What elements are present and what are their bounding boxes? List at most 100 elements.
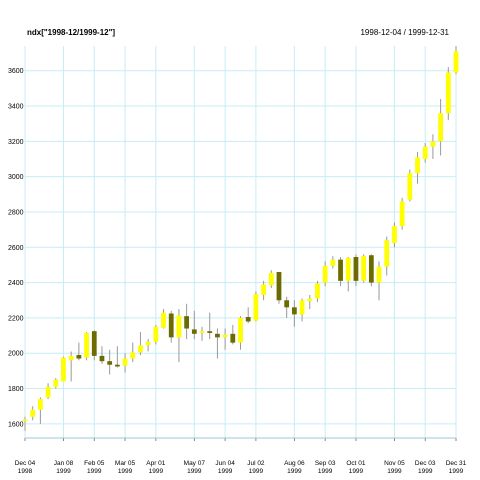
chart-title: ndx["1998-12/1999-12"] xyxy=(27,28,115,37)
candle-body xyxy=(438,113,443,142)
y-tick-label: 2200 xyxy=(8,315,24,322)
candle-body xyxy=(99,355,105,362)
candle-body xyxy=(122,358,128,366)
candle-body xyxy=(53,379,59,387)
x-tick-label: May 07 xyxy=(184,460,206,467)
candle-body xyxy=(322,265,328,283)
candle-body xyxy=(38,399,43,410)
x-tick-label: Feb 05 xyxy=(84,460,105,467)
x-tick-label: Jan 08 xyxy=(54,460,74,467)
candle-body xyxy=(45,386,51,398)
candle-body xyxy=(84,332,89,358)
candle-body xyxy=(338,259,343,281)
candle-body xyxy=(145,341,151,346)
candle-body xyxy=(361,256,367,281)
y-tick-label: 3400 xyxy=(8,104,24,111)
y-tick-label: 1800 xyxy=(8,386,24,393)
candle-body xyxy=(299,300,305,315)
x-tick-year-label: 1999 xyxy=(387,468,402,475)
candle-body xyxy=(407,173,413,200)
x-tick-label: Apr 01 xyxy=(146,460,166,467)
candle-body xyxy=(61,357,66,382)
axes: 1600 1800 2000 2200 2400 2600 2800 3000 3200 3400… xyxy=(8,68,467,475)
x-tick-year-label: 1999 xyxy=(249,468,264,475)
candle-body xyxy=(261,284,266,295)
candle-body xyxy=(138,345,143,353)
candle-body xyxy=(107,361,113,365)
candle-body xyxy=(430,141,436,147)
x-tick-year-label: 1999 xyxy=(87,468,102,475)
candle-body xyxy=(68,355,74,361)
x-tick-label: Dec 03 xyxy=(415,460,436,467)
y-tick-label: 2800 xyxy=(8,209,24,216)
candle-body xyxy=(445,72,451,114)
candle-body xyxy=(76,355,82,359)
y-tick-label: 3600 xyxy=(8,68,24,75)
x-tick-year-label: 1999 xyxy=(349,468,364,475)
x-tick-year-label: 1999 xyxy=(187,468,202,475)
x-tick-year-label: 1998 xyxy=(18,468,33,475)
candle-body xyxy=(114,364,120,367)
candle-body xyxy=(368,255,374,283)
candle-body xyxy=(168,313,174,338)
candle-body xyxy=(291,307,297,315)
candle-body xyxy=(153,326,159,342)
candle-body xyxy=(276,272,282,301)
candle-body xyxy=(453,51,459,73)
candle-body xyxy=(130,352,136,359)
x-tick-label: Aug 06 xyxy=(284,460,305,467)
candle-body xyxy=(184,316,190,329)
x-tick-year-label: 1999 xyxy=(287,468,302,475)
candle-body xyxy=(415,157,420,174)
candle-body xyxy=(222,334,228,338)
candle-body xyxy=(353,257,359,281)
candle-body xyxy=(30,409,36,417)
x-tick-label: Dec 04 xyxy=(15,460,36,467)
x-tick-year-label: 1999 xyxy=(56,468,71,475)
y-tick-label: 1600 xyxy=(8,421,24,428)
candle-body xyxy=(253,294,259,321)
candles xyxy=(22,46,459,431)
candle-body xyxy=(315,283,320,299)
candle-body xyxy=(399,201,405,227)
x-tick-year-label: 1999 xyxy=(149,468,164,475)
candle-body xyxy=(176,315,182,338)
candle-body xyxy=(207,331,213,333)
x-tick-label: Sep 03 xyxy=(315,460,336,467)
candle-body xyxy=(422,146,428,160)
x-tick-year-label: 1999 xyxy=(418,468,433,475)
candle-body xyxy=(238,317,243,343)
candle-body xyxy=(22,419,28,422)
x-tick-label: Nov 05 xyxy=(384,460,405,467)
candle-body xyxy=(245,317,251,322)
candle-body xyxy=(191,329,197,334)
candle-body xyxy=(284,300,290,308)
candle-body xyxy=(91,331,97,356)
candle-body xyxy=(230,333,236,343)
candle-body xyxy=(199,331,205,333)
candle-body xyxy=(268,272,274,286)
y-tick-label: 3200 xyxy=(8,139,24,146)
x-tick-label: Dec 31 xyxy=(446,460,467,467)
y-tick-label: 2000 xyxy=(8,351,24,358)
x-tick-label: Jun 04 xyxy=(215,460,235,467)
x-tick-year-label: 1999 xyxy=(218,468,233,475)
candle-body xyxy=(215,333,220,338)
x-tick-label: Oct 01 xyxy=(346,460,366,467)
x-tick-label: Jul 02 xyxy=(247,460,265,467)
candle-body xyxy=(392,226,397,243)
x-tick-year-label: 1999 xyxy=(118,468,133,475)
candle-body xyxy=(345,257,351,281)
x-tick-year-label: 1999 xyxy=(449,468,464,475)
y-tick-label: 3000 xyxy=(8,174,24,181)
candle-body xyxy=(376,266,382,283)
candle-body xyxy=(330,259,336,266)
y-tick-label: 2600 xyxy=(8,245,24,252)
date-range-label: 1998-12-04 / 1999-12-31 xyxy=(360,28,449,37)
candle-body xyxy=(384,240,390,267)
y-tick-label: 2400 xyxy=(8,280,24,287)
candle-body xyxy=(161,312,166,328)
candle-body xyxy=(307,298,313,302)
grid xyxy=(24,46,457,438)
